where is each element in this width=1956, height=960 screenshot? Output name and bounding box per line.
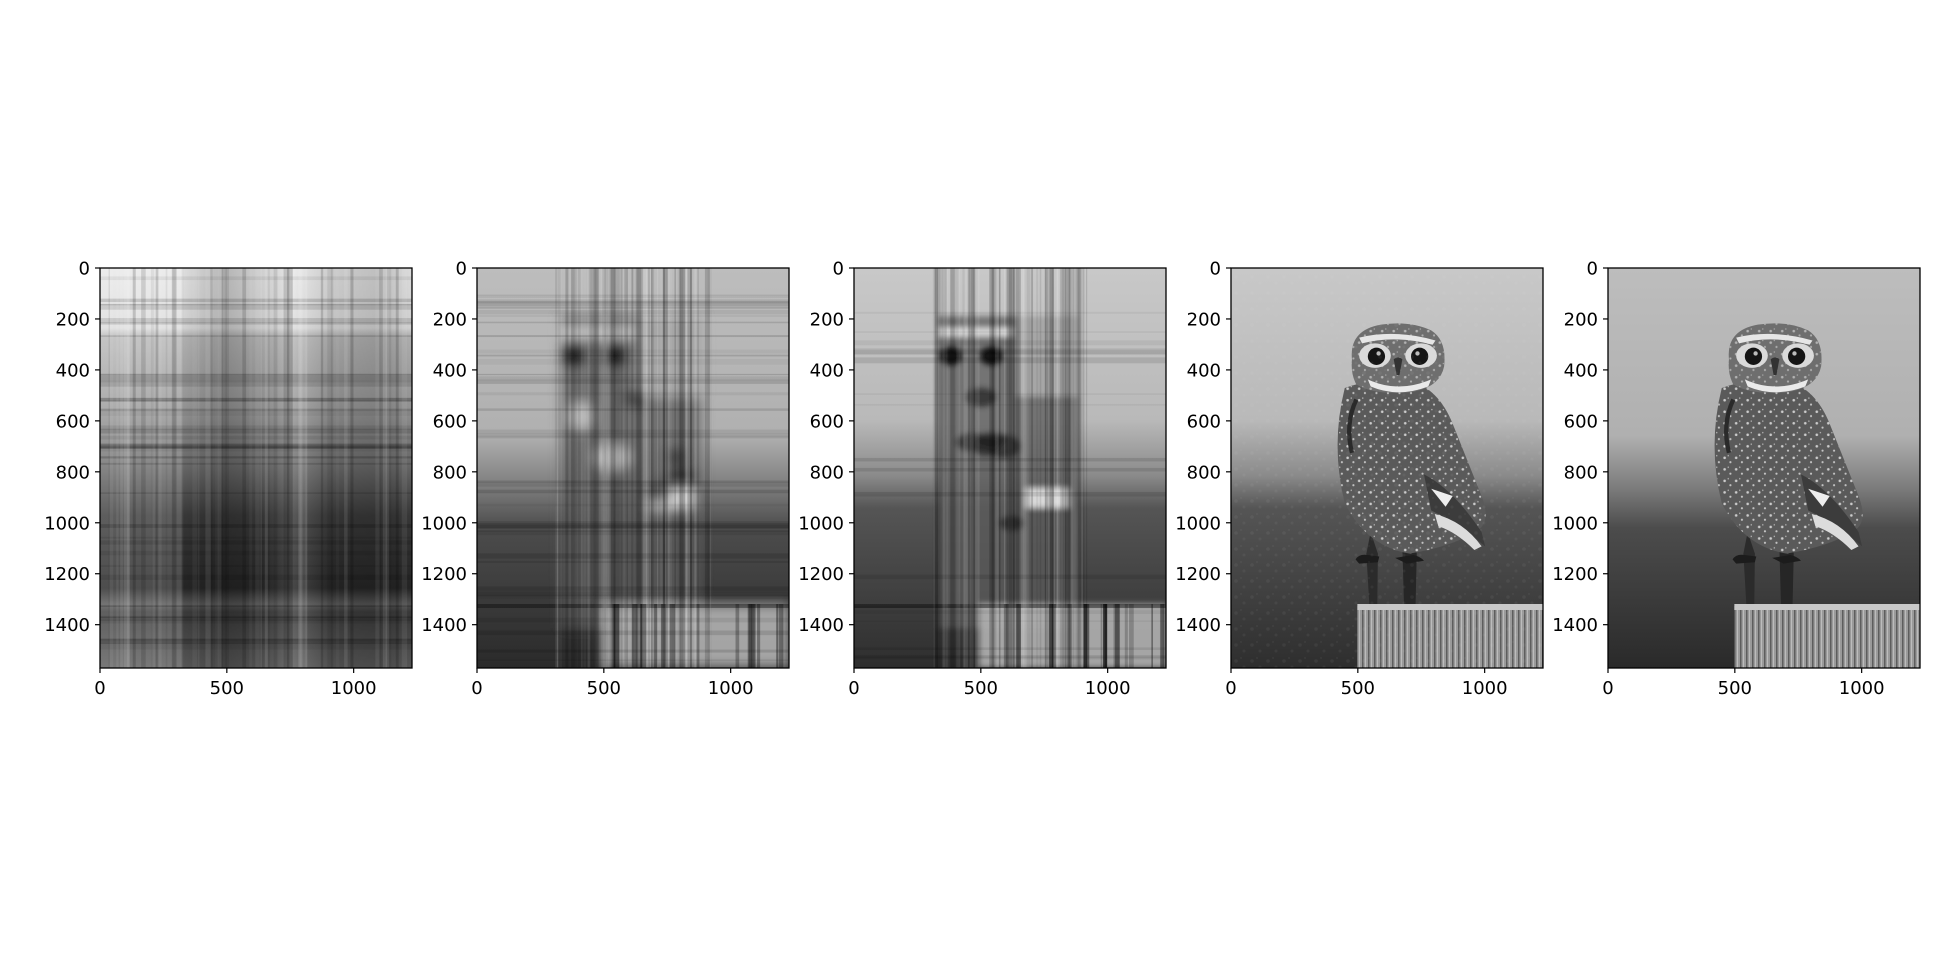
image-3-axes: 0 200 400 600 800 1000 1200 1400 0 500 1000	[798, 259, 1167, 699]
image-1-frame	[99, 267, 413, 669]
x-tick-label: 0	[1602, 678, 1613, 699]
y-tick-label: 400	[56, 360, 90, 381]
y-tick-label: 1000	[1552, 513, 1598, 534]
y-tick-label: 400	[1187, 360, 1221, 381]
y-tick-label: 400	[433, 360, 467, 381]
y-tick-label: 400	[810, 360, 844, 381]
image-3-frame	[853, 267, 1167, 669]
y-tick-label: 1000	[1175, 513, 1221, 534]
image-2-axes: 0 200 400 600 800 1000 1200 1400 0 500 1000	[421, 259, 790, 699]
image-1-axes: 0 200 400 600 800 1000 1200 1400 0 500 1000	[44, 259, 413, 699]
image-panel-1: 0 200 400 600 800 1000 1200 1400 0 500 1000	[44, 259, 413, 699]
x-tick-label: 500	[964, 678, 998, 699]
x-tick-label: 500	[210, 678, 244, 699]
y-tick-label: 1200	[798, 564, 844, 585]
image-panel-5: 0 200 400 600 800 1000 1200 1400 0 500 1000	[1552, 259, 1921, 699]
x-tick-label: 1000	[1462, 678, 1508, 699]
x-tick-label: 0	[1225, 678, 1236, 699]
y-tick-label: 800	[1187, 462, 1221, 483]
image-panel-3: 0 200 400 600 800 1000 1200 1400 0 500 1000	[798, 259, 1167, 699]
y-tick-label: 200	[56, 309, 90, 330]
x-tick-label: 0	[471, 678, 482, 699]
y-tick-label: 200	[810, 309, 844, 330]
y-tick-label: 1200	[44, 564, 90, 585]
x-tick-label: 0	[848, 678, 859, 699]
image-4-frame	[1230, 267, 1544, 669]
y-tick-label: 600	[1187, 411, 1221, 432]
y-tick-label: 800	[1564, 462, 1598, 483]
x-tick-label: 500	[1718, 678, 1752, 699]
y-tick-label: 200	[1187, 309, 1221, 330]
y-tick-label: 1400	[1175, 615, 1221, 636]
image-panel-4: 0 200 400 600 800 1000 1200 1400 0 500 1000	[1175, 259, 1544, 699]
image-panel-2: 0 200 400 600 800 1000 1200 1400 0 500 1000	[421, 259, 790, 699]
x-tick-label: 500	[1341, 678, 1375, 699]
x-tick-label: 1000	[1085, 678, 1131, 699]
image-2-content	[477, 268, 789, 668]
y-tick-label: 200	[433, 309, 467, 330]
x-tick-label: 500	[587, 678, 621, 699]
y-tick-label: 200	[1564, 309, 1598, 330]
x-tick-label: 1000	[331, 678, 377, 699]
y-tick-label: 600	[810, 411, 844, 432]
image-2-frame	[476, 267, 790, 669]
y-tick-label: 0	[1210, 259, 1221, 280]
image-1-content	[100, 268, 412, 668]
image-5-frame	[1607, 267, 1921, 669]
x-tick-label: 0	[94, 678, 105, 699]
x-tick-label: 1000	[1839, 678, 1885, 699]
y-tick-label: 1400	[44, 615, 90, 636]
y-tick-label: 800	[56, 462, 90, 483]
image-4-axes: 0 200 400 600 800 1000 1200 1400 0 500 1000	[1175, 259, 1544, 699]
y-tick-label: 1000	[421, 513, 467, 534]
image-5-content	[1608, 268, 1920, 668]
y-tick-label: 0	[1587, 259, 1598, 280]
y-tick-label: 800	[810, 462, 844, 483]
y-tick-label: 0	[456, 259, 467, 280]
image-3-content	[854, 268, 1166, 668]
y-tick-label: 1200	[1175, 564, 1221, 585]
y-tick-label: 800	[433, 462, 467, 483]
y-tick-label: 0	[833, 259, 844, 280]
y-tick-label: 600	[56, 411, 90, 432]
y-tick-label: 0	[79, 259, 90, 280]
x-tick-label: 1000	[708, 678, 754, 699]
y-tick-label: 1200	[421, 564, 467, 585]
y-tick-label: 1200	[1552, 564, 1598, 585]
image-5-axes: 0 200 400 600 800 1000 1200 1400 0 500 1000	[1552, 259, 1921, 699]
image-4-content	[1231, 268, 1543, 668]
y-tick-label: 600	[433, 411, 467, 432]
y-tick-label: 1400	[421, 615, 467, 636]
y-tick-label: 1000	[798, 513, 844, 534]
y-tick-label: 1400	[1552, 615, 1598, 636]
y-tick-label: 1400	[798, 615, 844, 636]
y-tick-label: 600	[1564, 411, 1598, 432]
y-tick-label: 1000	[44, 513, 90, 534]
y-tick-label: 400	[1564, 360, 1598, 381]
